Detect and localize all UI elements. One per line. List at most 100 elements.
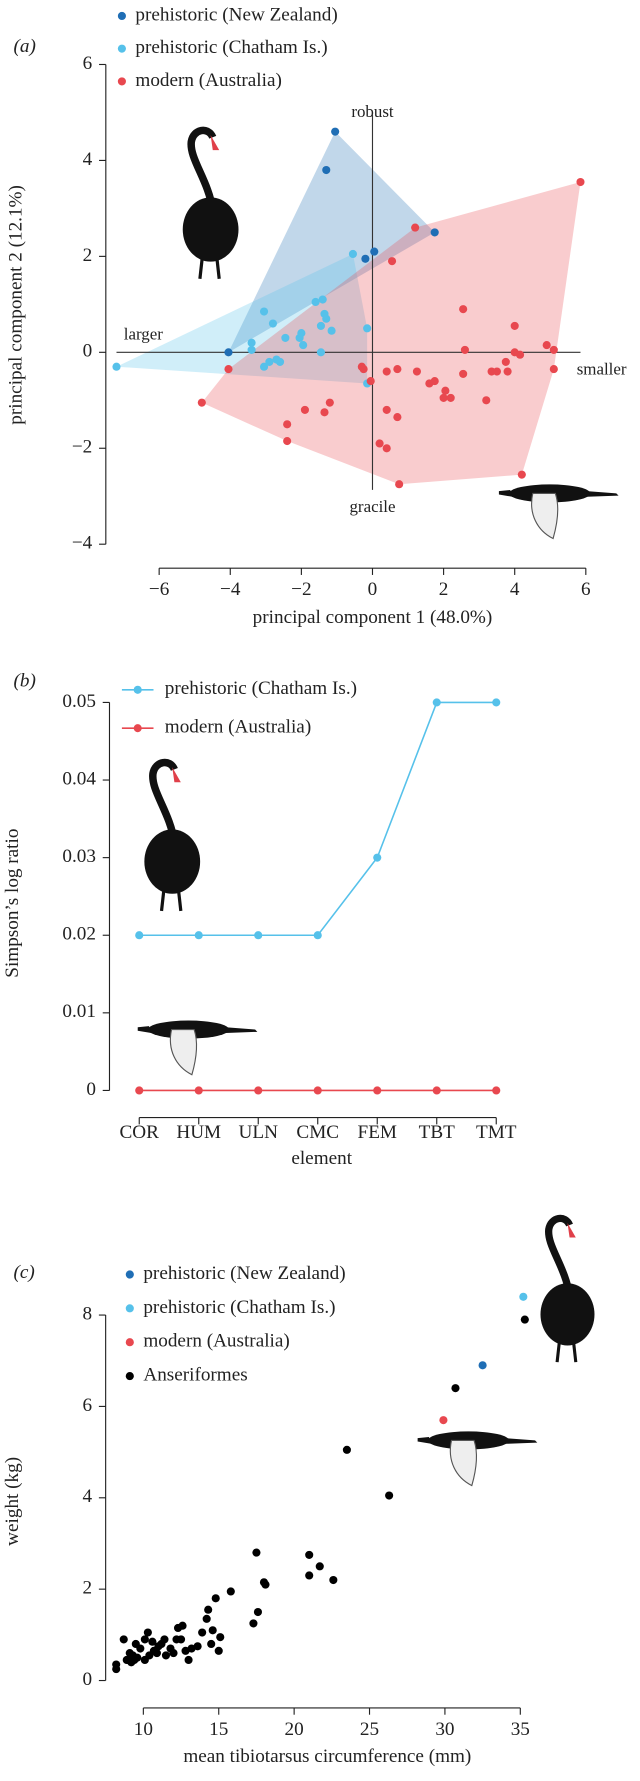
swan-standing [540,1218,594,1362]
x-tick-label: ULN [239,1122,279,1143]
point [247,345,256,354]
point [412,367,421,376]
y-axis-label: Simpson’s log ratio [2,829,23,978]
point [320,408,329,417]
point [149,1646,158,1655]
point [318,295,327,304]
point [382,405,391,414]
x-tick-label: CMC [296,1122,339,1143]
x-tick-label: HUM [176,1122,221,1143]
y-tick-label: 0.02 [62,924,96,945]
point [300,405,309,414]
swan-standing [144,763,200,911]
y-tick-label: 0.04 [62,768,96,789]
hull [228,131,435,353]
point [178,1621,187,1630]
legend-marker [117,11,126,21]
swan-standing [183,130,239,278]
x-tick-label: 2 [439,579,449,600]
point [216,1633,225,1642]
y-tick-label: 0.05 [62,691,96,712]
point [342,1445,351,1454]
point [492,1086,501,1095]
point [125,1649,134,1658]
point [281,333,290,342]
swan-flying [417,1430,538,1487]
x-tick-label: 20 [285,1719,304,1740]
point [261,1580,270,1589]
y-tick-label: 4 [83,1486,93,1507]
point [249,1619,258,1628]
point [283,420,292,429]
point [373,1086,382,1095]
point [176,1635,186,1644]
legend-marker [125,1270,134,1279]
point [254,931,263,940]
point [193,1642,202,1651]
point [313,1086,322,1095]
legend-marker [125,1304,134,1313]
panel-label: (b) [14,670,36,691]
point [226,1587,235,1596]
point [322,165,331,175]
point [181,1646,190,1655]
point [503,367,512,376]
point [112,362,121,371]
legend-label: modern (Australia) [165,717,311,738]
point [439,393,448,402]
point [184,1655,193,1665]
swan-flying [137,1019,258,1076]
point [517,470,526,479]
point [247,338,256,347]
point [393,413,402,422]
point [140,1635,149,1644]
annotation: smaller [577,359,627,378]
point [576,177,585,187]
annotation: robust [351,102,394,121]
point [211,1594,220,1603]
point [268,319,277,328]
x-axis-label: principal component 1 (48.0%) [253,607,493,628]
x-axis-label: element [291,1148,352,1169]
x-tick-label: 35 [511,1719,530,1740]
point [283,436,292,446]
point [359,365,368,374]
legend-marker [133,724,142,733]
y-tick-label: 2 [83,1578,93,1599]
point [348,249,357,259]
point [459,305,468,314]
point [542,341,551,350]
point [297,329,306,338]
point [208,1626,217,1635]
y-tick-label: 0 [86,1079,96,1100]
point [432,698,441,707]
annotation: larger [124,324,164,343]
point [202,1614,211,1623]
legend-marker [125,1338,134,1347]
legend-label: Anseriformes [143,1364,247,1385]
x-tick-label: COR [120,1122,160,1143]
legend-marker [117,77,126,86]
legend-marker [133,685,142,694]
point [395,480,404,489]
point [148,1637,157,1646]
y-tick-label: 0 [83,1669,93,1690]
x-tick-label: 25 [360,1719,379,1740]
point [451,1384,460,1393]
legend-label: prehistoric (Chatham Is.) [143,1297,335,1318]
point [313,931,322,940]
point [520,1315,529,1324]
point [549,345,558,354]
y-tick-label: 2 [83,245,93,266]
point [385,1491,394,1500]
point [441,386,450,395]
point [161,1651,171,1660]
y-tick-label: 0.01 [62,1001,96,1022]
point [460,345,469,354]
hull [201,182,581,485]
y-tick-label: 8 [83,1303,93,1324]
point [375,439,384,448]
point [194,931,203,940]
point [316,321,325,330]
point [135,931,144,940]
